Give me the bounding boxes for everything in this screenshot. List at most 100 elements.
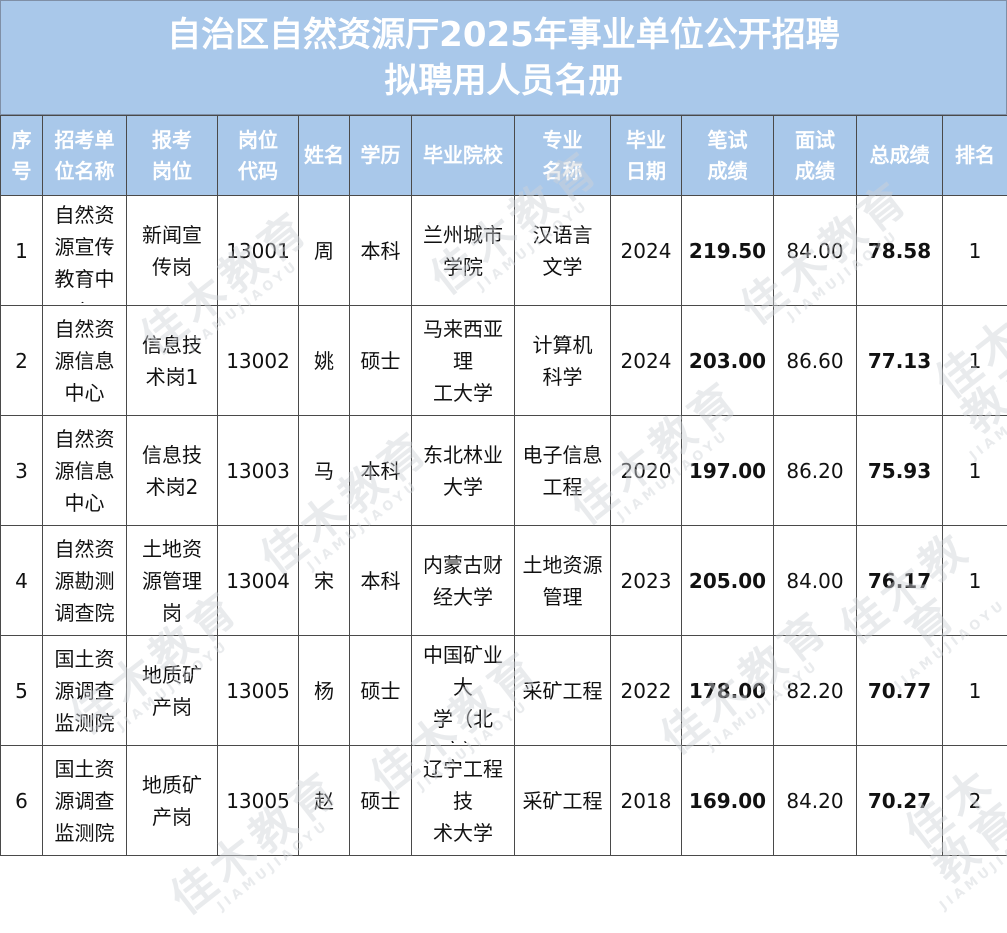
cell-major: 计算机 科学 (515, 306, 611, 416)
cell-written-score: 219.50 (682, 196, 774, 306)
cell-interview-score: 86.20 (774, 416, 857, 526)
cell-position: 信息技 术岗2 (127, 416, 218, 526)
cell-major: 土地资源 管理 (515, 526, 611, 636)
header-unit: 招考单 位名称 (43, 116, 127, 196)
cell-unit: 自然资 源勘测 调查院 (43, 526, 127, 636)
cell-rank: 1 (943, 526, 1007, 636)
cell-written-score: 169.00 (682, 746, 774, 856)
cell-name: 姚 (299, 306, 350, 416)
header-total-score: 总成绩 (857, 116, 943, 196)
cell-code: 13005 (218, 746, 299, 856)
cell-unit: 国土资 源调查 监测院 (43, 636, 127, 746)
cell-code: 13003 (218, 416, 299, 526)
header-school: 毕业院校 (412, 116, 515, 196)
cell-code: 13001 (218, 196, 299, 306)
page-title: 自治区自然资源厅2025年事业单位公开招聘 拟聘用人员名册 (0, 0, 1007, 115)
header-grad-date: 毕业 日期 (611, 116, 682, 196)
cell-education: 本科 (350, 196, 412, 306)
cell-index: 3 (1, 416, 43, 526)
cell-school: 兰州城市 学院 (412, 196, 515, 306)
header-position: 报考 岗位 (127, 116, 218, 196)
cell-grad-date: 2020 (611, 416, 682, 526)
cell-total-score: 70.27 (857, 746, 943, 856)
cell-major: 采矿工程 (515, 746, 611, 856)
cell-total-score: 77.13 (857, 306, 943, 416)
cell-interview-score: 84.00 (774, 526, 857, 636)
cell-education: 本科 (350, 526, 412, 636)
cell-position: 地质矿 产岗 (127, 746, 218, 856)
cell-unit: 自然资 源信息 中心 (43, 416, 127, 526)
cell-index: 6 (1, 746, 43, 856)
cell-code: 13004 (218, 526, 299, 636)
cell-education: 硕士 (350, 746, 412, 856)
cell-grad-date: 2024 (611, 306, 682, 416)
cell-name: 杨 (299, 636, 350, 746)
cell-interview-score: 82.20 (774, 636, 857, 746)
header-rank: 排名 (943, 116, 1007, 196)
cell-education: 本科 (350, 416, 412, 526)
header-name: 姓名 (299, 116, 350, 196)
cell-code: 13002 (218, 306, 299, 416)
cell-rank: 1 (943, 196, 1007, 306)
cell-unit: 自然资 源信息 中心 (43, 306, 127, 416)
cell-rank: 2 (943, 746, 1007, 856)
cell-grad-date: 2018 (611, 746, 682, 856)
cell-rank: 1 (943, 306, 1007, 416)
cell-interview-score: 86.60 (774, 306, 857, 416)
cell-total-score: 78.58 (857, 196, 943, 306)
header-row: 序 号招考单 位名称报考 岗位岗位 代码姓名学历毕业院校专业 名称毕业 日期笔试… (1, 116, 1007, 196)
cell-school: 东北林业 大学 (412, 416, 515, 526)
roster-table: 序 号招考单 位名称报考 岗位岗位 代码姓名学历毕业院校专业 名称毕业 日期笔试… (0, 115, 1007, 856)
cell-unit: 自然资 源宣传 教育中 心 (43, 196, 127, 306)
header-education: 学历 (350, 116, 412, 196)
cell-school: 辽宁工程 技 术大学 (412, 746, 515, 856)
header-index: 序 号 (1, 116, 43, 196)
title-line-1: 自治区自然资源厅2025年事业单位公开招聘 (167, 12, 840, 58)
cell-index: 5 (1, 636, 43, 746)
cell-rank: 1 (943, 416, 1007, 526)
cell-position: 信息技 术岗1 (127, 306, 218, 416)
cell-grad-date: 2022 (611, 636, 682, 746)
cell-name: 宋 (299, 526, 350, 636)
cell-major: 电子信息 工程 (515, 416, 611, 526)
cell-education: 硕士 (350, 306, 412, 416)
cell-written-score: 178.00 (682, 636, 774, 746)
cell-major: 采矿工程 (515, 636, 611, 746)
cell-interview-score: 84.00 (774, 196, 857, 306)
cell-written-score: 205.00 (682, 526, 774, 636)
cell-total-score: 75.93 (857, 416, 943, 526)
cell-grad-date: 2024 (611, 196, 682, 306)
title-line-2: 拟聘用人员名册 (385, 58, 623, 104)
cell-interview-score: 84.20 (774, 746, 857, 856)
cell-unit: 国土资 源调查 监测院 (43, 746, 127, 856)
cell-major: 汉语言 文学 (515, 196, 611, 306)
header-code: 岗位 代码 (218, 116, 299, 196)
header-major: 专业 名称 (515, 116, 611, 196)
cell-name: 赵 (299, 746, 350, 856)
cell-name: 周 (299, 196, 350, 306)
cell-grad-date: 2023 (611, 526, 682, 636)
roster-sheet: 自治区自然资源厅2025年事业单位公开招聘 拟聘用人员名册 序 号招考单 位名称… (0, 0, 1007, 877)
cell-rank: 1 (943, 636, 1007, 746)
cell-index: 2 (1, 306, 43, 416)
cell-written-score: 203.00 (682, 306, 774, 416)
cell-code: 13005 (218, 636, 299, 746)
cell-total-score: 76.17 (857, 526, 943, 636)
cell-position: 土地资 源管理 岗 (127, 526, 218, 636)
header-interview-score: 面试 成绩 (774, 116, 857, 196)
cell-name: 马 (299, 416, 350, 526)
cell-index: 1 (1, 196, 43, 306)
cell-position: 地质矿 产岗 (127, 636, 218, 746)
cell-school: 内蒙古财 经大学 (412, 526, 515, 636)
cell-school: 马来西亚 理 工大学 (412, 306, 515, 416)
cell-written-score: 197.00 (682, 416, 774, 526)
cell-total-score: 70.77 (857, 636, 943, 746)
cell-education: 硕士 (350, 636, 412, 746)
cell-position: 新闻宣 传岗 (127, 196, 218, 306)
